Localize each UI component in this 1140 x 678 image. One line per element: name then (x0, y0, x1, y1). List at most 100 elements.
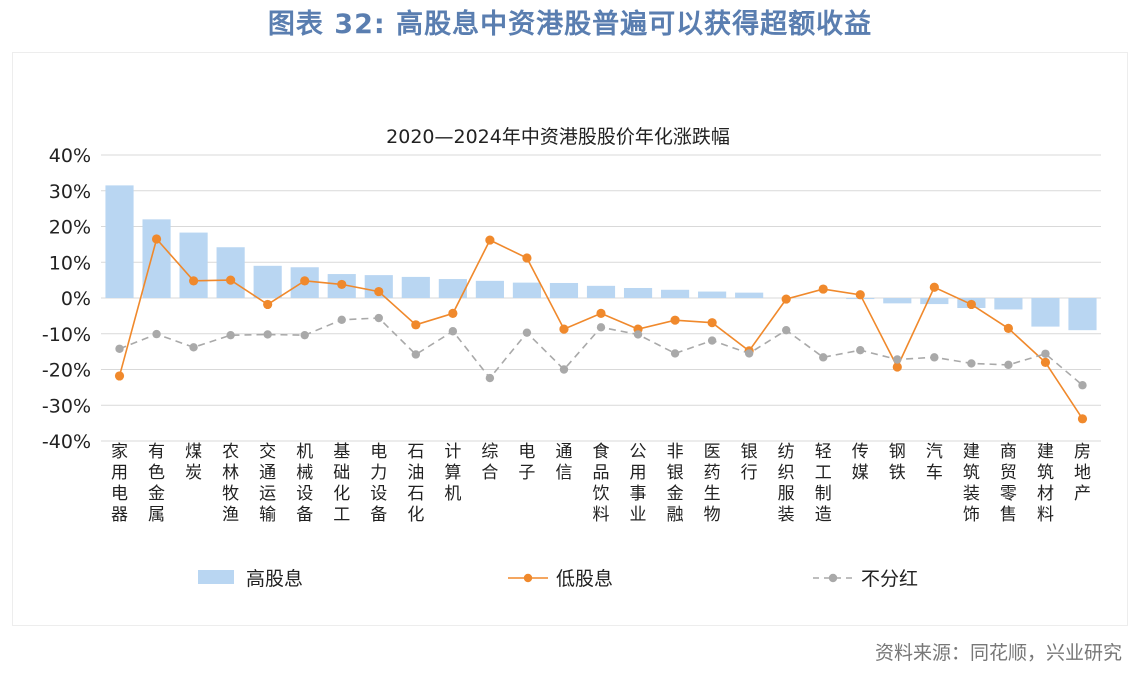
point (448, 308, 458, 318)
point (114, 371, 125, 381)
bar (179, 232, 208, 298)
legend-label: 低股息 (556, 568, 613, 590)
y-tick-label: 10% (49, 252, 91, 274)
x-tick-label: 建筑材料 (1037, 442, 1054, 525)
point (115, 344, 124, 353)
point (855, 290, 865, 300)
x-tick-label: 基础化工 (333, 442, 350, 525)
point (893, 355, 902, 364)
x-axis: 家用电器 有色金属 煤炭 农林牧渔 交通运输 机械设备 基础化工 电力设备 石油石化 计算机 综合电… (111, 442, 1091, 525)
x-tick-label: 传媒 (852, 442, 869, 483)
point (929, 282, 939, 292)
figure-title: 图表 32: 高股息中资港股普遍可以获得超额收益 (267, 9, 873, 40)
y-tick-label: 0% (61, 288, 91, 310)
point (300, 276, 310, 286)
point (188, 276, 199, 286)
legend-marker (523, 573, 533, 583)
point (707, 336, 717, 345)
bar (475, 280, 504, 298)
point (967, 359, 976, 368)
bar (253, 265, 282, 298)
point (892, 362, 902, 372)
point (263, 330, 272, 339)
point (1078, 381, 1087, 390)
line-series (114, 234, 1088, 424)
point (263, 299, 273, 310)
point (485, 373, 495, 383)
x-tick-label: 计算机 (444, 442, 461, 504)
point (1004, 360, 1013, 370)
x-tick-label: 建筑装饰 (963, 442, 980, 525)
x-tick-label: 农林牧渔 (222, 442, 239, 525)
y-tick-label: -40% (42, 431, 91, 453)
bar (401, 276, 430, 298)
point (226, 330, 235, 340)
point (930, 353, 939, 362)
point (448, 327, 458, 336)
x-tick-label: 煤炭 (185, 442, 202, 483)
point (337, 279, 347, 290)
x-tick-label: 房地产 (1074, 442, 1091, 504)
x-tick-label: 纺织服装 (778, 442, 795, 525)
y-tick-label: -10% (42, 324, 91, 346)
x-tick-label: 机械设备 (296, 442, 313, 525)
x-tick-label: 公用事业 (630, 442, 647, 525)
point (596, 308, 606, 318)
point (856, 345, 865, 355)
point (1040, 357, 1051, 367)
point (633, 330, 643, 339)
x-tick-label: 食品饮料 (593, 442, 610, 525)
y-tick-label: 30% (49, 181, 91, 203)
x-tick-label: 非银金融 (667, 442, 684, 525)
legend-swatch (198, 570, 234, 584)
y-tick-label: 40% (49, 145, 91, 167)
bar (586, 285, 616, 298)
bar-series (105, 185, 1097, 331)
point (596, 323, 606, 332)
point (485, 235, 495, 245)
point (819, 353, 828, 362)
bar (623, 287, 653, 298)
y-tick-label: -20% (42, 360, 91, 382)
legend-label: 不分红 (861, 568, 918, 590)
bar (549, 282, 579, 298)
bar (364, 275, 393, 298)
x-tick-label: 家用电器 (111, 442, 128, 525)
bar (994, 298, 1023, 310)
point (1077, 414, 1088, 424)
bar (105, 185, 134, 298)
point (818, 284, 828, 294)
x-tick-label: 交通运输 (259, 442, 276, 525)
point (1041, 349, 1050, 358)
point (559, 324, 569, 334)
bar (216, 247, 245, 298)
point (707, 318, 717, 328)
point (152, 329, 161, 339)
x-tick-label: 石油石化 (407, 442, 424, 525)
point (226, 275, 236, 285)
bar (661, 289, 690, 298)
source-note: 资料来源：同花顺，兴业研究 (874, 642, 1122, 664)
point (522, 328, 532, 337)
point (966, 299, 976, 310)
legend-label: 高股息 (246, 568, 303, 590)
point (411, 320, 421, 330)
x-tick-label: 商贸零售 (1000, 442, 1017, 525)
chart-svg: 2020—2024年中资港股股价年化涨跌幅 40% 30% 20% 10% 0% -10%… (42, 126, 1101, 590)
y-tick-label: -30% (42, 395, 91, 417)
chart-title: 2020—2024年中资港股股价年化涨跌幅 (386, 126, 730, 148)
x-tick-label: 综合 (481, 442, 498, 483)
x-tick-label: 电子 (518, 442, 535, 483)
point (744, 349, 754, 358)
bar (438, 279, 467, 298)
x-tick-label: 有色金属 (148, 442, 165, 525)
chart-panel: 2020—2024年中资港股股价年化涨跌幅 40% 30% 20% 10% 0% -10%… (12, 52, 1128, 626)
point (670, 315, 680, 325)
point (151, 234, 162, 244)
point (374, 286, 384, 297)
point (781, 325, 791, 335)
point (559, 365, 569, 374)
x-tick-label: 医药生物 (704, 442, 721, 525)
point (1003, 323, 1014, 333)
point (522, 253, 532, 263)
